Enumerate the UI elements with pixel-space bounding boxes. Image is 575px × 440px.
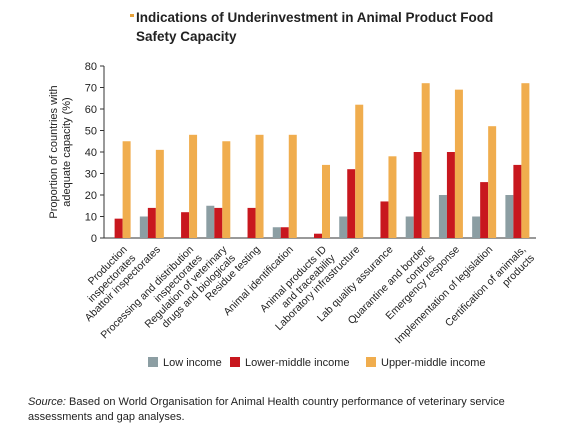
bar-chart: 0 10 20 30 40 50 60 70 80 Proportion of countries…: [48, 61, 537, 369]
bar-low-income: [405, 216, 414, 238]
y-tick-label: 50: [85, 126, 97, 138]
bar-upper-middle-income: [288, 134, 297, 238]
bar-lower-middle-income: [147, 207, 156, 238]
bar-lower-middle-income: [247, 207, 256, 238]
bar-low-income: [206, 205, 215, 238]
bar-upper-middle-income: [421, 83, 430, 238]
legend-low-income-label: Low income: [163, 357, 222, 369]
bar-lower-middle-income: [380, 201, 389, 238]
bar-upper-middle-income: [454, 89, 463, 239]
bar-lower-middle-income: [314, 233, 322, 238]
bar-lower-middle-income: [181, 212, 190, 238]
bar-upper-middle-income: [488, 126, 497, 238]
bar-upper-middle-income: [388, 156, 397, 238]
bar-low-income: [438, 195, 447, 238]
legend-lower-middle-income-swatch: [230, 357, 240, 367]
bar-lower-middle-income: [513, 164, 522, 238]
bar-lower-middle-income: [214, 207, 223, 238]
y-tick-label: 60: [85, 104, 97, 116]
y-tick-label: 70: [85, 83, 97, 95]
bar-upper-middle-income: [155, 149, 164, 238]
chart-title-line-2: Safety Capacity: [136, 29, 237, 44]
bar-lower-middle-income: [114, 218, 123, 238]
chart-title-line-1: Indications of Underinvestment in Animal…: [136, 10, 494, 25]
bar-upper-middle-income: [521, 83, 530, 238]
bar-low-income: [272, 227, 281, 238]
title-accent-mark: [130, 14, 134, 17]
y-tick-label: 10: [85, 212, 97, 224]
bar-upper-middle-income: [322, 164, 330, 238]
y-tick-label: 20: [85, 190, 97, 202]
bar-lower-middle-income: [446, 152, 455, 238]
y-tick-label: 40: [85, 147, 97, 159]
legend-upper-middle-income-swatch: [366, 357, 376, 367]
y-axis-label-line: adequate capacity (%): [61, 97, 73, 206]
bar-lower-middle-income: [280, 227, 289, 238]
bar-upper-middle-income: [222, 141, 231, 238]
bar-lower-middle-income: [480, 182, 489, 238]
y-axis-label-line: Proportion of countries with: [48, 85, 60, 218]
bar-low-income: [472, 216, 481, 238]
bar-upper-middle-income: [355, 104, 364, 238]
legend-upper-middle-income-label: Upper-middle income: [381, 357, 486, 369]
bar-lower-middle-income: [347, 169, 356, 238]
legend-low-income-swatch: [148, 357, 158, 367]
bar-low-income: [505, 195, 514, 238]
y-tick-label: 30: [85, 169, 97, 181]
y-tick-label: 0: [91, 233, 97, 245]
bar-lower-middle-income: [413, 152, 422, 238]
source-text: Based on World Organisation for Animal H…: [28, 396, 505, 423]
y-tick-label: 80: [85, 61, 97, 73]
source-note: Source: Based on World Organisation for …: [28, 395, 548, 425]
chart-title: Indications of Underinvestment in Animal…: [136, 8, 556, 46]
source-label: Source:: [28, 396, 66, 408]
x-tick-label: Certification of animals,products: [443, 244, 537, 338]
bar-low-income: [339, 216, 348, 238]
bar-upper-middle-income: [122, 141, 131, 238]
bar-low-income: [139, 216, 148, 238]
legend-lower-middle-income-label: Lower-middle income: [245, 357, 350, 369]
bar-upper-middle-income: [189, 134, 198, 238]
bar-upper-middle-income: [255, 134, 264, 238]
